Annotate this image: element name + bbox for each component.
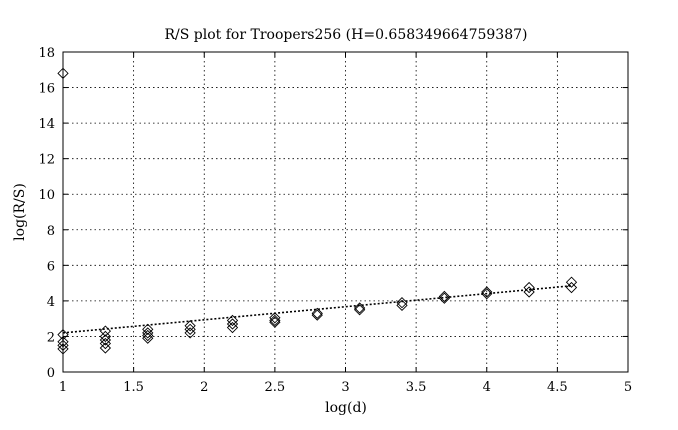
- y-tick-label: 16: [38, 82, 55, 97]
- y-tick-label: 14: [38, 117, 55, 132]
- data-point: [481, 286, 493, 298]
- y-tick-label: 4: [47, 295, 55, 310]
- data-point: [99, 337, 112, 350]
- data-point: [99, 334, 112, 346]
- data-point: [311, 309, 323, 321]
- data-point: [269, 314, 281, 327]
- data-point: [353, 304, 366, 316]
- data-point: [99, 330, 112, 343]
- data-point: [142, 327, 154, 339]
- data-point: [396, 297, 408, 309]
- data-point: [481, 288, 493, 300]
- x-tick-label: 1.5: [123, 380, 144, 395]
- fit-line-group: [62, 284, 572, 334]
- y-axis-label: log(R/S): [12, 183, 28, 241]
- data-point: [142, 332, 154, 344]
- data-point: [438, 292, 451, 304]
- data-point: [565, 281, 578, 294]
- grid-lines: [63, 52, 628, 372]
- x-tick-label: 4: [483, 380, 491, 395]
- x-tick-label: 3.5: [406, 380, 427, 395]
- x-tick-label: 2: [200, 380, 208, 395]
- data-point: [226, 321, 239, 334]
- tick-marks: [62, 51, 629, 373]
- data-point: [269, 312, 281, 324]
- data-point: [99, 342, 112, 354]
- data-point: [184, 320, 196, 332]
- fit-line: [62, 284, 572, 334]
- data-point: [184, 323, 196, 335]
- y-tick-label: 2: [47, 330, 55, 345]
- x-tick-label: 3: [341, 380, 349, 395]
- chart-title: R/S plot for Troopers256 (H=0.6583496647…: [164, 27, 527, 43]
- x-tick-label: 2.5: [265, 380, 286, 395]
- data-point: [142, 329, 154, 342]
- x-tick-label: 5: [624, 380, 632, 395]
- x-axis-label: log(d): [325, 400, 367, 416]
- y-tick-label: 18: [38, 46, 55, 61]
- x-tick-label: 4.5: [547, 380, 568, 395]
- data-point: [226, 318, 239, 330]
- data-point: [565, 276, 578, 288]
- data-point: [438, 290, 451, 303]
- data-point: [269, 316, 281, 328]
- data-point: [142, 323, 154, 335]
- y-tick-label: 0: [47, 366, 55, 381]
- y-tick-label: 12: [38, 153, 55, 168]
- data-point: [184, 327, 196, 339]
- y-tick-label: 6: [47, 259, 55, 274]
- data-point: [353, 302, 366, 314]
- data-point: [396, 299, 408, 311]
- y-tick-labels: 0 2 4 6 8 10 12 14 16 18: [38, 46, 55, 381]
- data-point: [226, 314, 239, 327]
- data-point: [523, 281, 535, 294]
- data-points: [57, 67, 578, 355]
- y-tick-label: 10: [38, 188, 55, 203]
- x-tick-labels: 1 1.5 2 2.5 3 3.5 4 4.5 5: [59, 380, 632, 395]
- data-point: [311, 307, 323, 319]
- y-tick-label: 8: [47, 224, 55, 239]
- x-tick-label: 1: [59, 380, 67, 395]
